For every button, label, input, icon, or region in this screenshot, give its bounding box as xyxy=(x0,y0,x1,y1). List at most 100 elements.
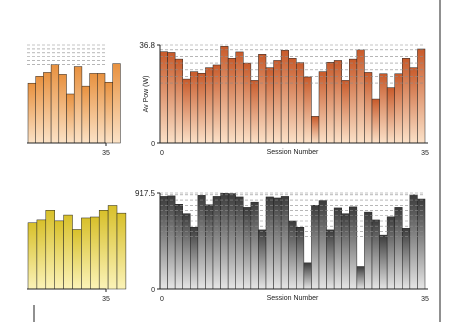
y-zero-label: 0 xyxy=(151,141,155,148)
x-tick-label: 0 xyxy=(160,150,164,157)
bar xyxy=(116,212,127,290)
bar xyxy=(250,201,259,290)
bar xyxy=(333,207,342,290)
y-axis-label: Av Pow (W) xyxy=(143,76,150,113)
bar xyxy=(402,228,411,290)
bar xyxy=(159,51,168,144)
bar xyxy=(167,195,176,290)
x-tick-label: 35 xyxy=(102,150,110,157)
bar xyxy=(409,67,418,144)
bar xyxy=(58,74,67,144)
bar xyxy=(35,76,44,144)
bar xyxy=(296,62,305,144)
bar xyxy=(394,207,403,290)
chart-left-bottom: 35 xyxy=(27,205,127,303)
bar xyxy=(379,73,388,144)
x-axis-label: Session Number xyxy=(267,295,319,302)
bar xyxy=(112,63,121,144)
bar xyxy=(243,207,252,290)
bar xyxy=(227,58,236,144)
bar xyxy=(409,194,418,290)
bar xyxy=(273,60,282,144)
bar xyxy=(227,193,236,290)
bar xyxy=(54,220,64,290)
bar xyxy=(258,229,267,290)
bar xyxy=(27,82,36,144)
bar xyxy=(265,67,274,144)
bar xyxy=(250,80,259,144)
bar xyxy=(66,93,75,144)
bar xyxy=(341,80,350,144)
bar xyxy=(97,73,106,144)
bar xyxy=(104,81,113,144)
bar xyxy=(45,210,55,290)
bar xyxy=(364,211,373,290)
bar xyxy=(182,213,191,290)
bar xyxy=(303,262,312,290)
chart-left-top: 35 xyxy=(27,44,121,157)
bar xyxy=(190,71,199,144)
bar xyxy=(182,78,191,144)
bar xyxy=(72,229,82,290)
bar xyxy=(73,66,83,144)
bar xyxy=(311,116,320,144)
bar xyxy=(90,216,100,290)
chart-right-bottom: 917.5 00 35 Session Number xyxy=(135,189,429,303)
bar xyxy=(81,85,90,144)
bar xyxy=(386,87,395,144)
bar xyxy=(341,213,350,290)
bar xyxy=(394,73,403,144)
bar xyxy=(417,198,426,290)
x-axis-label: Session Number xyxy=(267,149,319,156)
bar xyxy=(50,64,60,144)
x-tick-label: 0 xyxy=(160,296,164,303)
y-max-label: 917.5 xyxy=(135,189,156,198)
bar xyxy=(36,219,47,290)
bar xyxy=(43,72,52,144)
bar xyxy=(280,50,289,144)
bar xyxy=(81,217,91,290)
bar xyxy=(303,76,312,144)
bar xyxy=(27,222,38,290)
bar xyxy=(402,58,411,144)
bar xyxy=(356,49,365,144)
x-tick-label: 35 xyxy=(421,150,429,157)
bar xyxy=(107,205,118,290)
bar xyxy=(220,46,229,144)
y-max-label: 36.8 xyxy=(139,41,155,50)
bar xyxy=(326,229,335,290)
bar xyxy=(288,58,297,144)
bar xyxy=(235,51,244,144)
bar xyxy=(205,204,214,290)
y-zero-label: 0 xyxy=(151,287,155,294)
bar xyxy=(258,54,267,144)
bar xyxy=(197,72,206,144)
bar xyxy=(311,205,320,290)
bar xyxy=(220,193,229,290)
bar xyxy=(379,234,388,290)
bar xyxy=(318,71,327,144)
bar xyxy=(167,52,176,144)
bar xyxy=(197,195,206,290)
bar xyxy=(349,206,358,290)
x-tick-label: 35 xyxy=(421,296,429,303)
bar xyxy=(371,219,380,290)
bar xyxy=(386,216,395,290)
bar xyxy=(174,204,183,290)
bar xyxy=(333,60,342,144)
bar xyxy=(98,210,109,290)
bar xyxy=(326,62,335,144)
bar xyxy=(174,58,183,144)
bar xyxy=(356,266,365,290)
bar xyxy=(371,98,380,144)
bar xyxy=(273,197,282,290)
bar xyxy=(89,73,98,144)
chart-right-top: 36.8 00 35 Session Number Av Pow (W) xyxy=(139,41,429,157)
bar xyxy=(243,62,252,144)
bar xyxy=(63,214,73,290)
bar xyxy=(349,58,358,144)
bar xyxy=(205,67,214,144)
bar xyxy=(318,200,327,290)
